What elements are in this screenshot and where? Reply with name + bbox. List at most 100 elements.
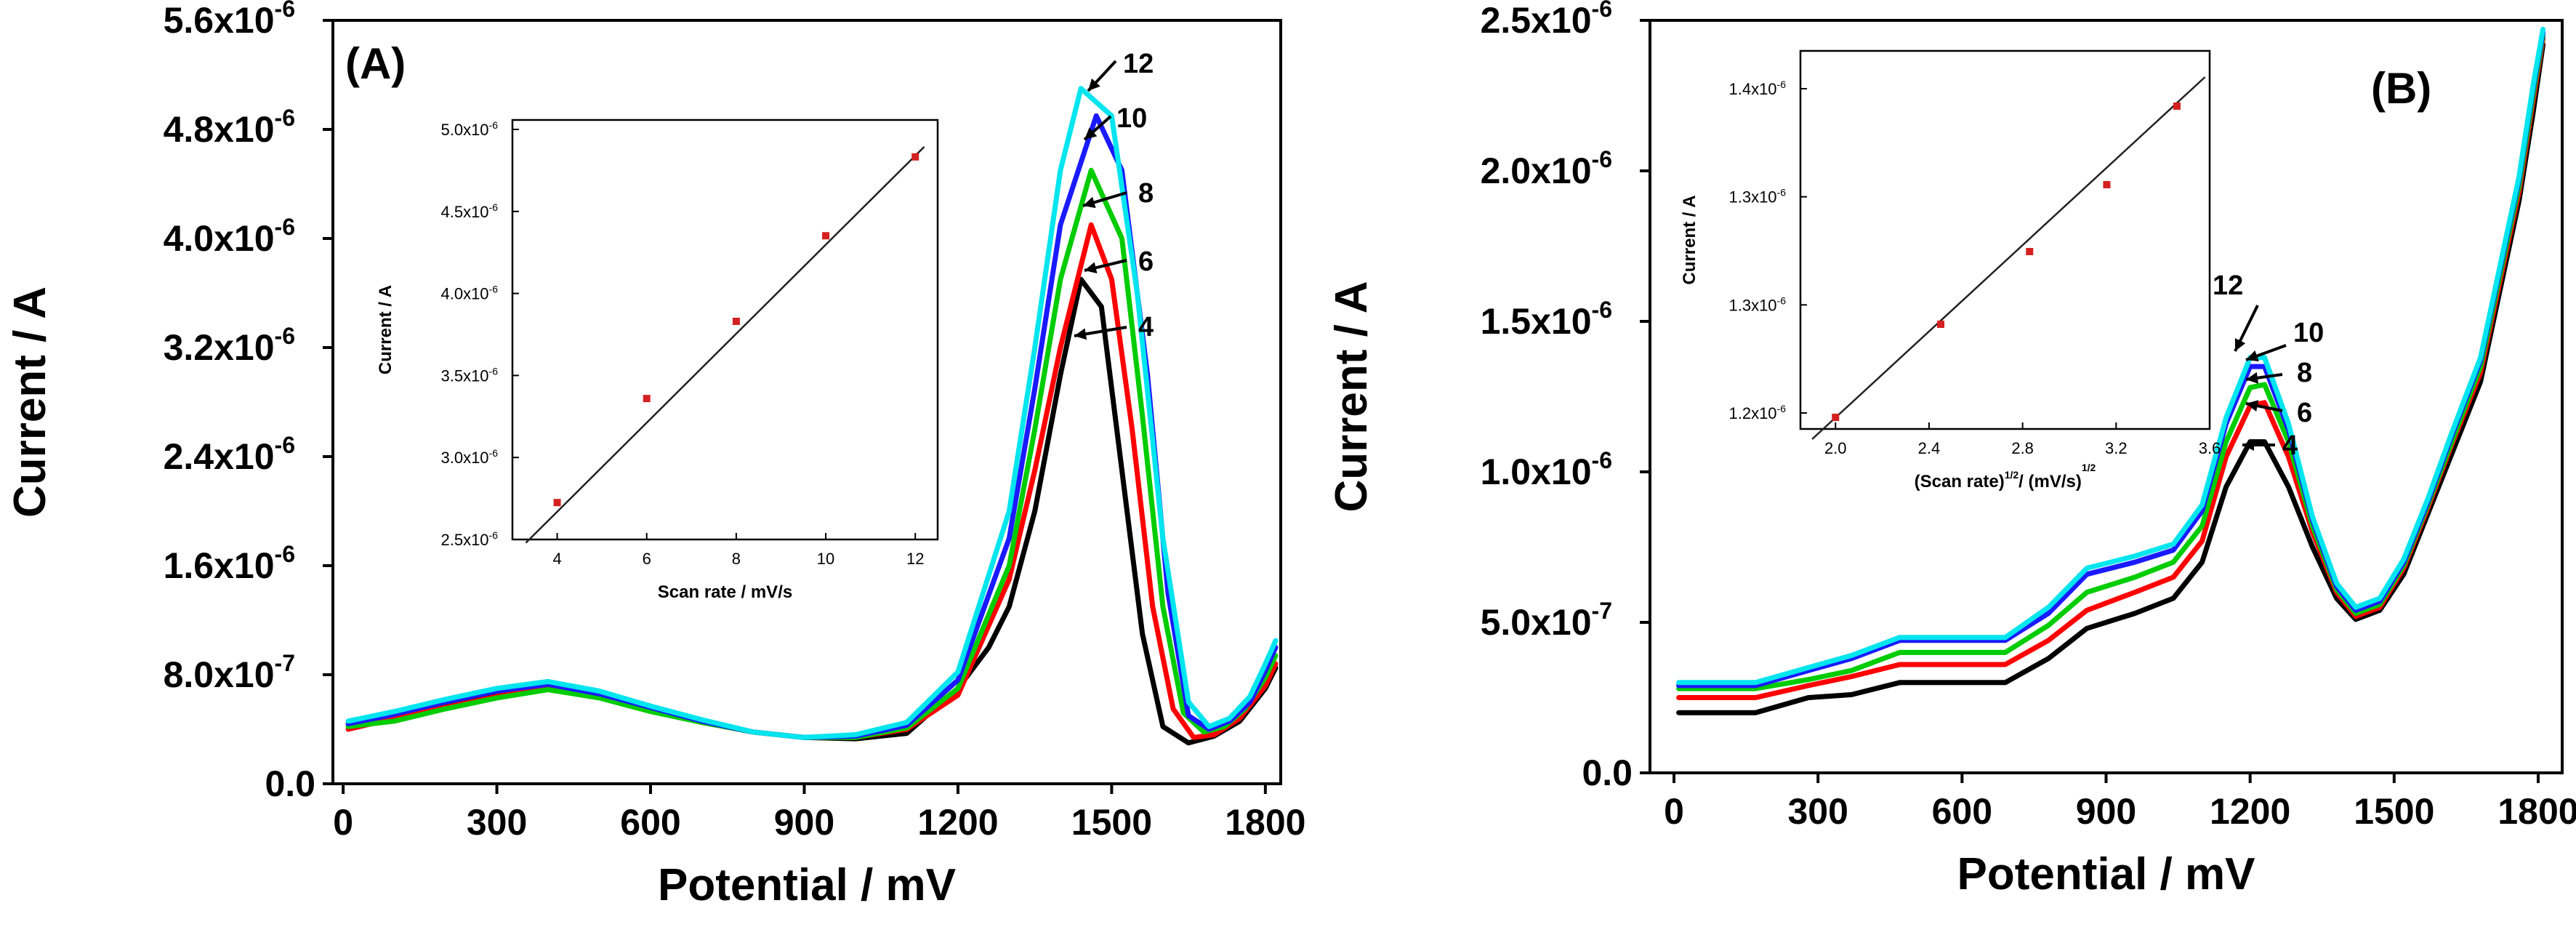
y-tick-label: 2.0x10-6	[1481, 146, 1612, 191]
y-axis-title: Current / A	[1327, 281, 1377, 512]
inset-y-tick-label: 1.3x10-6	[1728, 187, 1786, 206]
curve-label-arrowhead	[2242, 439, 2254, 451]
inset-x-tick-label: 3.2	[2105, 439, 2128, 457]
inset-y-tick-label: 1.3x10-6	[1728, 294, 1786, 314]
inset-data-point	[643, 395, 651, 403]
plot-frame	[331, 19, 1282, 785]
x-axis-title: Potential / mV	[1957, 849, 2255, 899]
x-tick-label: 1500	[1071, 802, 1152, 843]
inset-data-point	[553, 499, 561, 507]
inset-data-point	[911, 153, 919, 161]
x-tick-label: 900	[774, 802, 834, 843]
curve-label: 4	[1138, 312, 1154, 342]
x-tick-label: 1500	[2354, 791, 2434, 832]
curve-label: 12	[1123, 49, 1154, 79]
inset-data-point	[732, 317, 740, 325]
curve-label-arrowhead	[2246, 350, 2259, 362]
x-tick-label: 0	[333, 802, 353, 843]
y-tick-label: 5.6x10-6	[164, 0, 295, 41]
inset-data-point	[1937, 321, 1945, 328]
inset-data-point	[2103, 181, 2111, 188]
inset-x-tick-label: 6	[643, 550, 651, 568]
inset-data-point	[822, 232, 830, 240]
curve-label: 4	[2282, 430, 2298, 461]
inset-fit-line	[1811, 76, 2206, 440]
series-line-8	[345, 167, 1279, 740]
inset-y-tick-label: 3.5x10-6	[440, 365, 498, 385]
y-tick-label: 0.0	[265, 763, 315, 804]
inset-x-tick-label: 4	[552, 550, 561, 568]
inset-y-axis-title: Current / A	[376, 285, 395, 374]
inset-x-axis-title: (Scan rate)1/2/ (mV/s)1/2	[1915, 462, 2096, 491]
y-tick-label: 4.0x10-6	[164, 214, 295, 259]
curve-label: 8	[2297, 358, 2312, 388]
x-tick-label: 300	[467, 802, 527, 843]
inset-fit-line	[525, 146, 925, 544]
inset-y-axis-title: Current / A	[1680, 195, 1699, 284]
panel-a: 0 300 600 900 1200 1500 1800 0.0 8.0x10-7 1.6x10-…	[5, 0, 1305, 910]
x-tick-label: 0	[1664, 791, 1684, 832]
inset-x-tick-label: 8	[732, 550, 741, 568]
inset-y-tick-label: 2.5x10-6	[440, 529, 498, 549]
series-line-4	[1676, 41, 2546, 715]
inset-x-tick-label: 2.4	[1918, 439, 1941, 457]
inset-frame	[1799, 49, 2211, 430]
curve-label: 12	[2213, 270, 2243, 301]
curve-label: 8	[1138, 178, 1154, 209]
x-tick-label: 1800	[2497, 791, 2576, 832]
inset-x-axis-title: Scan rate / mV/s	[658, 582, 792, 602]
y-axis-title: Current / A	[5, 286, 55, 518]
x-axis-title: Potential / mV	[658, 860, 956, 910]
x-tick-label: 1200	[917, 802, 998, 843]
y-tick-label: 0.0	[1582, 753, 1633, 793]
x-tick-label: 900	[2076, 791, 2136, 832]
inset-y-tick-label: 4.0x10-6	[440, 284, 498, 303]
panel-b: 0 300 600 900 1200 1500 1800 0.0 5.0x10-7 1.0x10-…	[1327, 0, 2576, 899]
y-tick-label: 1.6x10-6	[164, 541, 295, 586]
curve-label: 6	[2297, 398, 2312, 428]
curve-label-arrowhead	[1084, 127, 1098, 140]
inset-x-tick-label: 10	[817, 550, 834, 568]
curve-label-arrowhead	[2234, 338, 2246, 351]
y-tick-label: 2.4x10-6	[164, 432, 295, 477]
inset-x-tick-label: 2.0	[1824, 439, 1847, 457]
series-line-10	[345, 113, 1279, 740]
panel-label: (B)	[2371, 64, 2431, 113]
curve-label-arrowhead	[1084, 262, 1098, 274]
curve-label: 10	[2293, 318, 2324, 348]
inset-data-point	[1832, 414, 1840, 421]
y-tick-label: 1.5x10-6	[1481, 297, 1612, 342]
x-tick-label: 600	[620, 802, 680, 843]
inset-data-point	[2026, 248, 2034, 255]
y-tick-label: 1.0x10-6	[1481, 447, 1612, 492]
inset-frame	[511, 119, 939, 541]
inset-y-tick-label: 5.0x10-6	[440, 119, 498, 139]
curve-label: 10	[1116, 103, 1147, 134]
y-tick-label: 5.0x10-7	[1481, 598, 1612, 643]
y-tick-label: 4.8x10-6	[164, 105, 295, 150]
inset-y-tick-label: 1.2x10-6	[1728, 403, 1786, 422]
panel-label: (A)	[345, 39, 406, 88]
curve-label: 6	[1138, 246, 1154, 277]
inset-x-tick-label: 2.8	[2011, 439, 2034, 457]
inset-y-tick-label: 3.0x10-6	[440, 447, 498, 467]
y-tick-label: 8.0x10-7	[164, 650, 295, 695]
inset-data-point	[2173, 103, 2181, 110]
series-line-12	[345, 86, 1279, 740]
inset-y-tick-label: 4.5x10-6	[440, 201, 498, 221]
y-tick-label: 2.5x10-6	[1481, 0, 1612, 41]
curve-label-arrowhead	[2246, 372, 2258, 384]
x-tick-label: 600	[1932, 791, 1992, 832]
x-tick-label: 300	[1787, 791, 1848, 832]
inset-y-tick-label: 1.4x10-6	[1728, 79, 1786, 98]
x-tick-label: 1800	[1225, 802, 1305, 843]
inset-x-tick-label: 3.6	[2199, 439, 2221, 457]
y-tick-label: 3.2x10-6	[164, 323, 295, 368]
x-tick-label: 1200	[2210, 791, 2290, 832]
curve-label-arrowhead	[1074, 328, 1087, 340]
inset-x-tick-label: 12	[906, 550, 924, 568]
curve-label-arrowhead	[1088, 78, 1100, 91]
curve-label-arrowhead	[1083, 196, 1096, 209]
curve-label-arrowhead	[2246, 400, 2259, 412]
